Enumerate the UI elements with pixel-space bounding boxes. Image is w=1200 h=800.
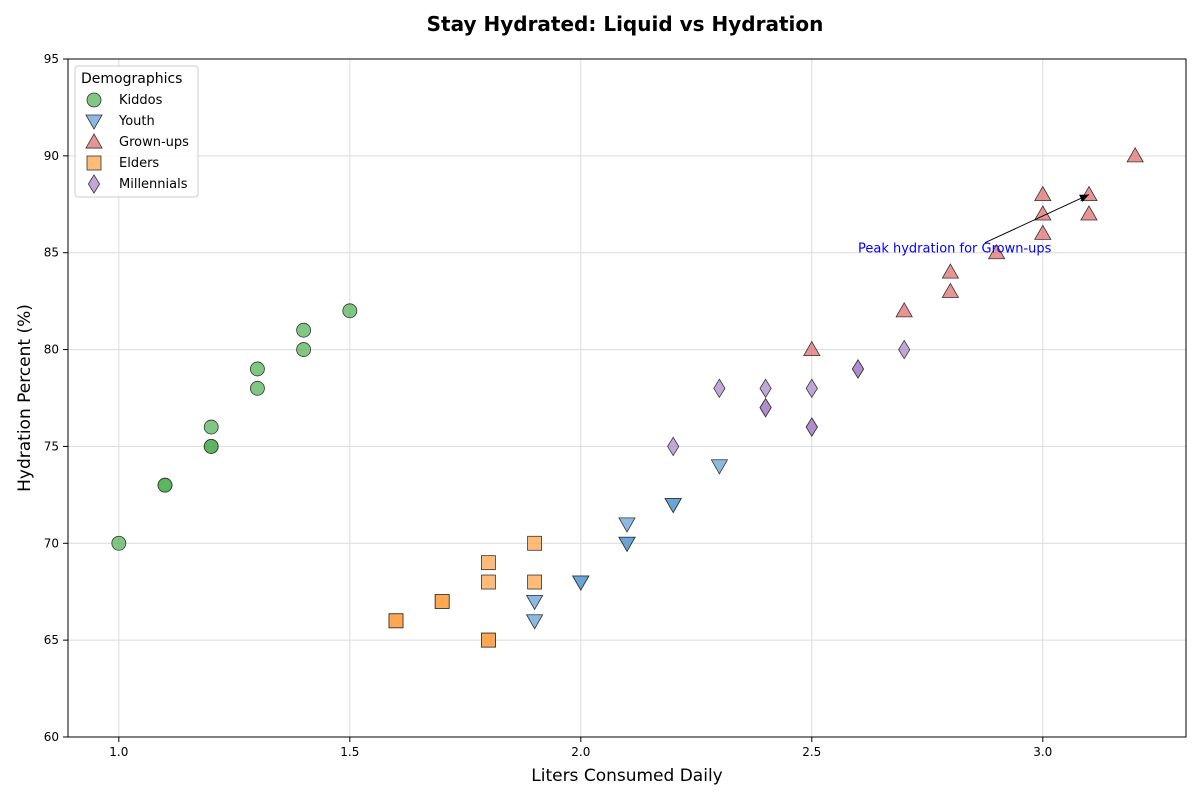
plot-area-frame	[67, 58, 1187, 738]
legend-entry-label: Kiddos	[119, 93, 163, 108]
data-points	[111, 147, 1144, 648]
legend: Demographics Kiddos Youth Grown-ups Elders Mi…	[74, 65, 199, 198]
x-tick-label: 2.5	[802, 745, 821, 759]
data-point	[1034, 205, 1052, 221]
data-point	[941, 282, 960, 298]
data-point	[111, 535, 127, 551]
data-point	[157, 477, 173, 493]
legend-marker	[86, 92, 102, 108]
data-point	[296, 342, 312, 357]
x-tick-label: 3.0	[1033, 745, 1052, 759]
y-tick-label: 90	[44, 149, 59, 163]
data-point	[664, 498, 682, 514]
data-point	[1080, 205, 1098, 221]
data-point	[527, 535, 543, 551]
grid	[68, 58, 1186, 738]
data-point	[296, 322, 312, 338]
legend-entry-label: Elders	[119, 156, 159, 171]
data-point	[710, 459, 729, 475]
y-tick-label: 65	[44, 633, 59, 647]
annotation-text: Peak hydration for Grown-ups	[858, 242, 1052, 257]
data-point	[941, 263, 960, 279]
series-youth	[525, 459, 729, 630]
y-tick-label: 80	[44, 343, 59, 357]
data-point	[342, 303, 358, 319]
data-point	[851, 359, 865, 379]
data-point	[572, 575, 590, 591]
legend-title: Demographics	[81, 71, 182, 87]
data-point	[618, 536, 636, 553]
x-tick-label: 1.5	[340, 745, 359, 759]
legend-marker	[85, 114, 103, 130]
annotation: Peak hydration for Grown-ups	[858, 194, 1090, 257]
data-point	[987, 243, 1006, 260]
data-point	[481, 632, 496, 648]
chart-title: Stay Hydrated: Liquid vs Hydration	[427, 12, 824, 36]
legend-entry-label: Youth	[118, 114, 155, 129]
annotation-arrow	[984, 194, 1090, 244]
legend-box	[74, 65, 199, 198]
data-point	[805, 417, 818, 437]
series-millennials	[667, 339, 911, 457]
series-elders	[388, 535, 543, 648]
y-tick-label: 95	[44, 52, 59, 66]
x-axis-label: Liters Consumed Daily	[531, 766, 722, 786]
y-tick-label: 85	[44, 246, 59, 260]
data-point	[1126, 147, 1144, 163]
y-axis-label: Hydration Percent (%)	[15, 304, 35, 492]
data-point	[481, 555, 496, 571]
data-point	[388, 613, 404, 629]
y-tick-label: 75	[44, 439, 59, 453]
data-point	[250, 361, 265, 377]
data-point	[803, 340, 821, 357]
data-point	[525, 614, 544, 630]
series-kiddos	[111, 303, 358, 551]
legend-entry-label: Grown-ups	[119, 135, 189, 150]
data-point	[203, 419, 219, 435]
data-point	[481, 574, 496, 590]
data-point	[434, 594, 450, 609]
data-point	[1034, 185, 1052, 202]
data-point	[805, 378, 818, 399]
data-point	[713, 378, 726, 399]
data-point	[895, 301, 913, 318]
series-grown-ups	[803, 147, 1144, 357]
data-point	[527, 574, 543, 590]
data-point	[525, 594, 544, 611]
data-point	[898, 339, 911, 360]
y-tick-label: 70	[44, 536, 59, 550]
legend-marker	[87, 174, 101, 194]
legend-marker	[85, 133, 103, 149]
data-point	[203, 439, 219, 454]
data-point	[618, 517, 636, 533]
y-tick-label: 60	[44, 730, 59, 744]
legend-entry-label: Millennials	[119, 177, 188, 192]
data-point	[1034, 224, 1052, 240]
data-point	[250, 380, 265, 396]
data-point	[759, 378, 772, 399]
x-tick-label: 1.0	[109, 745, 128, 759]
legend-marker	[86, 155, 102, 171]
data-point	[667, 436, 680, 457]
data-point	[759, 397, 772, 418]
annotation-arrowhead	[1079, 194, 1089, 203]
axis-ticks: 1.0 1.5 2.0 2.5 3.0 60 65 70 75 80 85 90 95	[44, 52, 1053, 759]
x-tick-label: 2.0	[571, 745, 590, 759]
